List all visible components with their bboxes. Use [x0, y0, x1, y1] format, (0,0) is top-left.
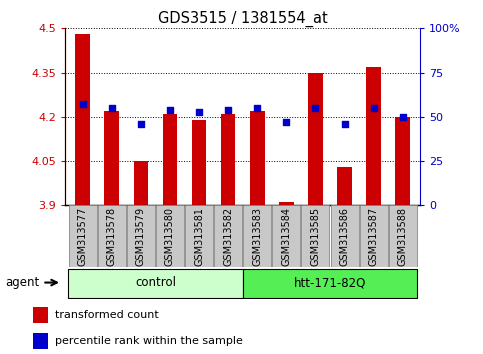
Point: [166, 107, 174, 113]
Text: htt-171-82Q: htt-171-82Q: [294, 276, 366, 289]
Point: [370, 105, 378, 111]
Bar: [330, 205, 358, 267]
Text: GSM313584: GSM313584: [282, 207, 291, 266]
Point: [254, 105, 261, 111]
Text: GSM313586: GSM313586: [340, 207, 350, 266]
Text: GSM313581: GSM313581: [194, 207, 204, 266]
Bar: [104, 111, 119, 205]
Bar: [163, 114, 177, 205]
Bar: [192, 120, 206, 205]
Bar: [367, 67, 381, 205]
Text: GSM313579: GSM313579: [136, 207, 146, 266]
Bar: [33, 333, 48, 349]
Point: [137, 121, 145, 127]
Title: GDS3515 / 1381554_at: GDS3515 / 1381554_at: [158, 11, 327, 27]
Bar: [360, 205, 388, 267]
Bar: [214, 205, 242, 267]
Bar: [75, 34, 90, 205]
Point: [399, 114, 407, 120]
Text: GSM313588: GSM313588: [398, 207, 408, 266]
Point: [283, 119, 290, 125]
Text: GSM313577: GSM313577: [78, 207, 87, 267]
Point: [79, 102, 86, 107]
Bar: [127, 205, 155, 267]
Bar: [337, 167, 352, 205]
Point: [312, 105, 319, 111]
Point: [224, 107, 232, 113]
Bar: [68, 269, 243, 297]
Bar: [69, 205, 97, 267]
Point: [108, 105, 115, 111]
Bar: [308, 73, 323, 205]
Bar: [185, 205, 213, 267]
Text: percentile rank within the sample: percentile rank within the sample: [55, 336, 242, 346]
Bar: [243, 269, 417, 297]
Bar: [396, 117, 410, 205]
Bar: [272, 205, 300, 267]
Bar: [279, 202, 294, 205]
Point: [341, 121, 348, 127]
Point: [195, 109, 203, 114]
Text: GSM313580: GSM313580: [165, 207, 175, 266]
Bar: [389, 205, 417, 267]
Bar: [33, 307, 48, 323]
Text: transformed count: transformed count: [55, 310, 158, 320]
Text: GSM313583: GSM313583: [252, 207, 262, 266]
Bar: [250, 111, 265, 205]
Text: GSM313582: GSM313582: [223, 207, 233, 266]
Bar: [156, 205, 184, 267]
Bar: [301, 205, 329, 267]
Text: GSM313587: GSM313587: [369, 207, 379, 266]
Text: agent: agent: [5, 276, 40, 289]
Bar: [98, 205, 126, 267]
Bar: [221, 114, 235, 205]
Text: GSM313578: GSM313578: [107, 207, 117, 266]
Bar: [134, 161, 148, 205]
Text: GSM313585: GSM313585: [311, 207, 320, 266]
Text: control: control: [135, 276, 176, 289]
Bar: [243, 205, 271, 267]
